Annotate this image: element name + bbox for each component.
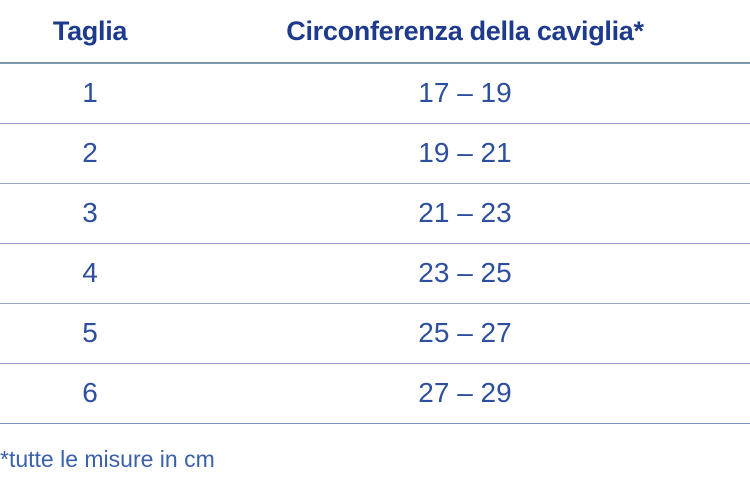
table-row: 4 23 – 25	[0, 243, 750, 304]
circumference-cell: 25 – 27	[180, 303, 750, 364]
circumference-cell: 19 – 21	[180, 123, 750, 184]
footnote: *tutte le misure in cm	[0, 445, 215, 472]
size-cell: 3	[0, 183, 180, 244]
circumference-cell: 17 – 19	[180, 63, 750, 124]
circumference-cell: 23 – 25	[180, 243, 750, 304]
column-header-circumference: Circonferenza della caviglia*	[180, 0, 750, 64]
size-cell: 5	[0, 303, 180, 364]
column-header-size: Taglia	[0, 0, 180, 64]
table-body: 1 17 – 19 2 19 – 21 3 21 – 23 4 23 – 25 5 25 – 27…	[0, 63, 750, 424]
table-row: 6 27 – 29	[0, 363, 750, 424]
table-row: 5 25 – 27	[0, 303, 750, 364]
table-row: 3 21 – 23	[0, 183, 750, 244]
circumference-cell: 27 – 29	[180, 363, 750, 424]
table-row: 2 19 – 21	[0, 123, 750, 184]
circumference-cell: 21 – 23	[180, 183, 750, 244]
table-header-row: Taglia Circonferenza della caviglia*	[0, 0, 750, 64]
size-cell: 6	[0, 363, 180, 424]
size-cell: 1	[0, 63, 180, 124]
size-cell: 4	[0, 243, 180, 304]
size-cell: 2	[0, 123, 180, 184]
size-table: Taglia Circonferenza della caviglia* 1 17…	[0, 0, 750, 424]
table-row: 1 17 – 19	[0, 63, 750, 124]
